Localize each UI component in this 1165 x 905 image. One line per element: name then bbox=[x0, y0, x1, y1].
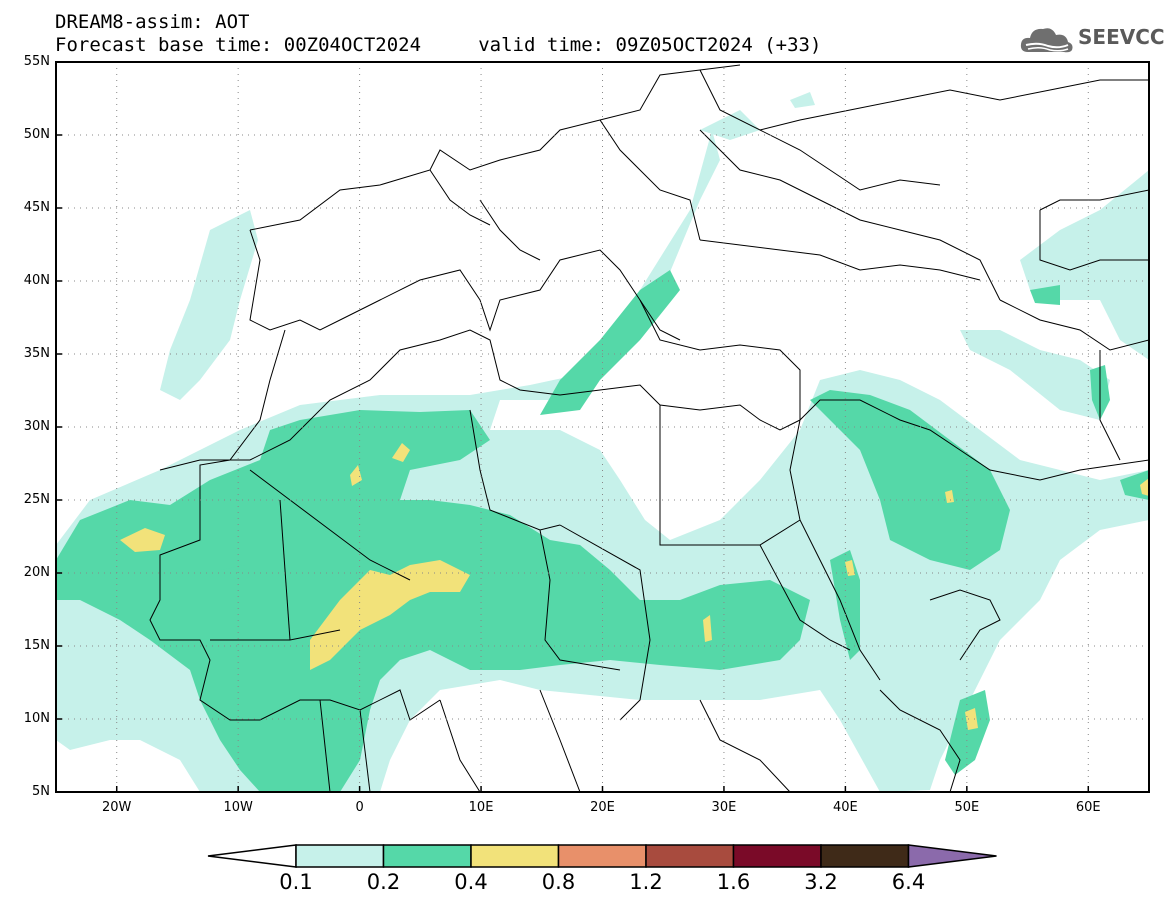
map-title: DREAM8-assim: AOT bbox=[55, 11, 250, 33]
colorbar-level-label: 0.2 bbox=[366, 870, 401, 894]
colorbar-segment bbox=[732, 844, 822, 868]
colorbar-segment bbox=[645, 844, 735, 868]
colorbar-segment bbox=[557, 844, 647, 868]
colorbar-level-label: 0.1 bbox=[279, 870, 313, 894]
colorbar-segment bbox=[382, 844, 472, 868]
colorbar-over-arrow bbox=[907, 844, 997, 868]
cloud-icon bbox=[1020, 28, 1073, 53]
colorbar-level-label: 0.4 bbox=[454, 870, 488, 894]
lat-tick-label: 45N bbox=[23, 200, 50, 215]
aot-level-0.2 bbox=[56, 270, 1149, 792]
lon-tick-label: 40E bbox=[832, 800, 858, 815]
colorbar-level-label: 1.6 bbox=[716, 870, 751, 894]
lon-tick-label: 20W bbox=[102, 800, 132, 815]
lat-tick-label: 40N bbox=[23, 273, 50, 288]
lon-tick-label: 30E bbox=[711, 800, 737, 815]
lon-tick-label: 20E bbox=[590, 800, 615, 815]
country-borders bbox=[149, 64, 1149, 792]
graticule bbox=[56, 62, 1149, 792]
lat-tick-label: 50N bbox=[23, 127, 50, 142]
forecast-time-subtitle: Forecast base time: 00Z04OCT2024 valid t… bbox=[55, 34, 822, 56]
lon-tick-label: 0 bbox=[355, 800, 364, 815]
colorbar-level-label: 0.8 bbox=[541, 870, 576, 894]
colorbar-level-label: 6.4 bbox=[891, 870, 926, 894]
axis-ticks bbox=[56, 61, 1090, 793]
colorbar-segment bbox=[820, 844, 910, 868]
lon-tick-label: 50E bbox=[954, 800, 980, 815]
lat-tick-label: 25N bbox=[23, 492, 50, 507]
lat-tick-label: 30N bbox=[23, 419, 50, 434]
lat-tick-label: 20N bbox=[23, 565, 50, 580]
aot-level-0.4 bbox=[120, 443, 1149, 730]
lat-tick-label: 10N bbox=[23, 711, 50, 726]
colorbar-segment bbox=[470, 844, 560, 868]
lat-tick-label: 55N bbox=[23, 54, 50, 69]
colorbar bbox=[207, 844, 997, 868]
colorbar-segment bbox=[295, 844, 385, 868]
logo-text: SEEVCCC bbox=[1078, 25, 1165, 49]
lon-tick-label: 10W bbox=[223, 800, 253, 815]
lat-tick-label: 35N bbox=[23, 346, 50, 361]
lat-tick-label: 5N bbox=[32, 784, 50, 799]
lat-tick-label: 15N bbox=[23, 638, 50, 653]
colorbar-level-label: 1.2 bbox=[629, 870, 663, 894]
colorbar-level-label: 3.2 bbox=[804, 870, 838, 894]
lon-tick-label: 60E bbox=[1075, 800, 1101, 815]
colorbar-under-arrow bbox=[207, 844, 297, 868]
lon-tick-label: 10E bbox=[468, 800, 494, 815]
